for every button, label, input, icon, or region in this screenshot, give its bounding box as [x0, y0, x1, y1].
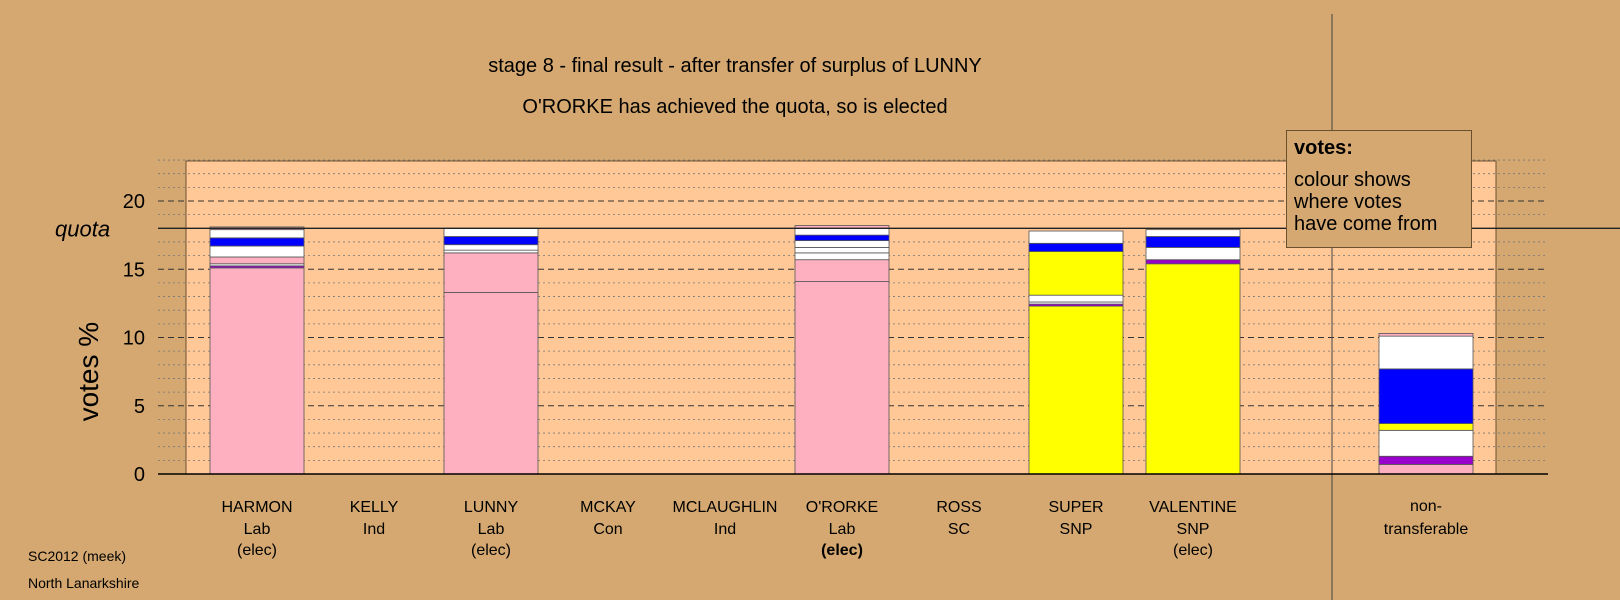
y-tick-label: 15 [123, 259, 145, 281]
x-tick-label-status: (elec) [1173, 542, 1213, 559]
bar-segment [794, 234, 890, 241]
bar-segment [794, 227, 890, 236]
legend-title: votes: [1294, 137, 1353, 159]
x-tick-label-party: Ind [714, 521, 736, 538]
nontransferable-bar-segment [1378, 368, 1474, 424]
bar-segment [443, 249, 539, 254]
y-tick-label: 20 [123, 191, 145, 213]
y-tick-label: 10 [123, 328, 145, 350]
bar-segment [794, 252, 890, 261]
bar-segment [209, 256, 305, 265]
x-tick-label-nontransferable-1: non- [1410, 498, 1442, 515]
bar-segment [794, 247, 890, 254]
x-tick-label-name: LUNNY [464, 499, 519, 516]
x-tick-label-party: Lab [244, 521, 271, 538]
legend-box: votes: colour shows where votes have com… [1286, 130, 1472, 248]
x-tick-label-party: Con [593, 521, 622, 538]
legend-line-3: have come from [1294, 213, 1438, 235]
bar-segment [209, 245, 305, 258]
bar-segment [1028, 294, 1124, 303]
footer-council: North Lanarkshire [28, 575, 140, 591]
x-tick-label-status: (elec) [821, 542, 863, 559]
x-tick-label-name: MCLAUGHLIN [673, 499, 778, 516]
footer-method: SC2012 (meek) [28, 548, 127, 564]
chart-subtitle: O'RORKE has achieved the quota, so is el… [522, 96, 947, 118]
bar-segment [1028, 251, 1124, 296]
bar-segment [794, 281, 890, 475]
bar-segment [1145, 229, 1241, 237]
x-tick-label-name: MCKAY [580, 499, 636, 516]
y-axis-label: votes % [73, 322, 104, 422]
nontransferable-bar-segment [1378, 455, 1474, 465]
bar-segment [443, 244, 539, 251]
x-tick-label-party: SNP [1060, 521, 1093, 538]
chart-title: stage 8 - final result - after transfer … [488, 55, 982, 77]
bar-segment [209, 229, 305, 239]
nontransferable-bar-segment [1378, 423, 1474, 431]
nontransferable-bar-segment [1378, 464, 1474, 475]
quota-label: quota [55, 216, 110, 241]
bar-segment [1145, 247, 1241, 261]
x-tick-label-name: VALENTINE [1149, 499, 1237, 516]
bar-segment [209, 237, 305, 247]
bar-segment [794, 259, 890, 282]
legend-text: colour shows where votes have come from [1294, 169, 1464, 235]
bar-segment [1028, 230, 1124, 244]
bar-segment [209, 267, 305, 475]
x-tick-label-name: KELLY [350, 499, 399, 516]
bar-segment [443, 236, 539, 246]
y-tick-label: 5 [134, 396, 145, 418]
nontransferable-bar-segment [1378, 429, 1474, 457]
bar-segment [1145, 259, 1241, 265]
x-tick-label-status: (elec) [237, 542, 277, 559]
x-tick-label-name: HARMON [221, 499, 292, 516]
bar-segment [1145, 236, 1241, 248]
x-tick-label-party: Lab [478, 521, 505, 538]
bar-segment [1028, 305, 1124, 475]
legend-line-1: colour shows [1294, 169, 1411, 191]
x-tick-label-party: SNP [1177, 521, 1210, 538]
y-tick-label: 0 [134, 464, 145, 486]
bar-segment [794, 240, 890, 248]
bar-segment [443, 252, 539, 293]
nontransferable-bar-segment [1378, 335, 1474, 370]
nontransferable-bar-segment [1378, 333, 1474, 337]
legend-line-2: where votes [1294, 191, 1402, 213]
bar-segment [1028, 242, 1124, 252]
x-tick-label-name: O'RORKE [806, 499, 878, 516]
bar-segment [1145, 263, 1241, 475]
bar-segment [443, 227, 539, 237]
x-tick-label-party: Lab [829, 521, 856, 538]
x-tick-label-name: SUPER [1048, 499, 1103, 516]
x-tick-label-status: (elec) [471, 542, 511, 559]
x-tick-label-name: ROSS [936, 499, 981, 516]
x-tick-label-party: SC [948, 521, 970, 538]
x-tick-label-party: Ind [363, 521, 385, 538]
x-tick-label-nontransferable-2: transferable [1384, 521, 1469, 538]
bar-segment [443, 292, 539, 475]
